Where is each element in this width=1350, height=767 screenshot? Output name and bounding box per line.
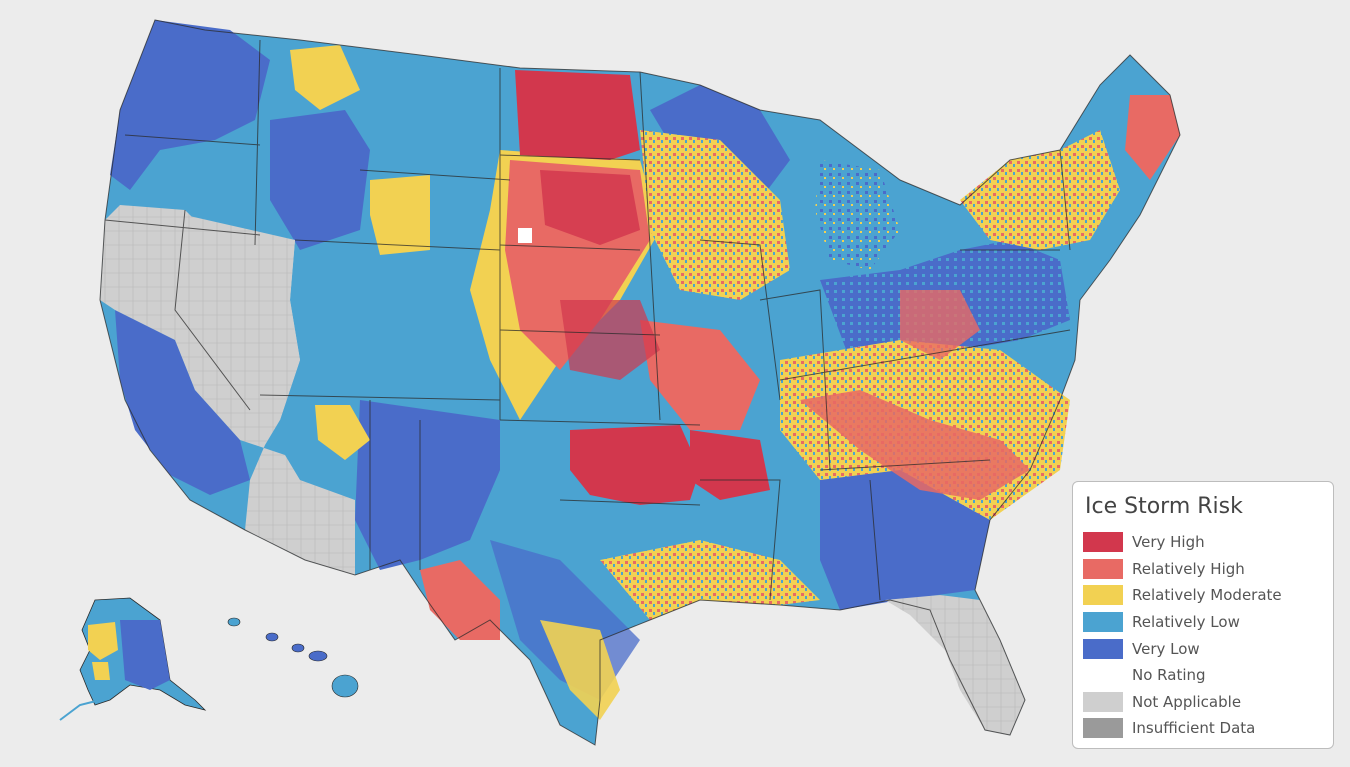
region-very-high-kansas [560,300,660,380]
legend-swatch [1083,532,1123,553]
region-moderate-arizona [315,405,370,460]
legend-label: Relatively High [1132,559,1245,578]
region-very-low-southwest [355,400,500,570]
legend-swatch [1083,558,1123,579]
legend-item: Very Low [1083,635,1323,662]
legend-label: Not Applicable [1132,692,1242,711]
legend-label: Very Low [1132,639,1200,658]
legend-swatch [1083,638,1123,659]
legend-title: Ice Storm Risk [1085,494,1243,519]
legend-item: Relatively Low [1083,609,1323,636]
legend-item: Not Applicable [1083,689,1323,716]
region-very-low-michigan [815,160,900,270]
legend-label: No Rating [1132,666,1206,685]
region-very-high-south-dakota [540,170,640,245]
legend-swatch [1083,691,1123,712]
region-very-high-arkansas [690,430,770,500]
region-relatively-high-ohio [900,290,980,360]
legend-swatch [1083,585,1123,606]
region-very-low-pacific [110,20,270,190]
region-relatively-high-west-texas [420,560,500,640]
legend-label: Very High [1132,533,1205,552]
legend-swatch [1083,612,1123,633]
region-very-low-california [115,310,250,495]
alaska-moderate-south [92,662,110,680]
legend-label: Insufficient Data [1132,719,1256,738]
legend-item: Relatively High [1083,556,1323,583]
alaska-aleutian [59,699,101,721]
legend-swatch [1083,665,1123,686]
region-very-low-southeast [820,470,990,610]
legend-item: Insufficient Data [1083,715,1323,742]
legend-item: Very High [1083,529,1323,556]
region-very-high-north-dakota [515,70,640,160]
region-not-applicable-florida [885,595,1025,735]
legend-items: Very High Relatively High Relatively Moder… [1083,529,1323,742]
region-relatively-high-missouri [640,320,760,430]
region-moderate-montana [290,45,360,110]
hawaii [227,617,359,698]
legend-swatch [1083,718,1123,739]
legend-item: Relatively Moderate [1083,582,1323,609]
region-moderate-midwest [640,130,790,300]
region-relatively-high-maine [1125,95,1180,180]
region-very-low-idaho [270,110,370,250]
state-borders [99,19,1181,746]
alaska-very-low [120,620,170,690]
region-relatively-high-appalachia [800,390,1030,500]
legend-label: Relatively Low [1132,613,1240,632]
legend-item: No Rating [1083,662,1323,689]
alaska-moderate [88,622,118,660]
region-not-applicable-nevada [175,215,300,420]
region-moderate-wyoming [370,175,430,255]
legend-label: Relatively Moderate [1132,586,1282,605]
region-no-rating [518,228,532,243]
region-very-high-oklahoma [570,425,700,505]
region-moderate-northeast [960,130,1120,250]
region-moderate-gulf [600,540,820,620]
map-legend: Ice Storm Risk Very High Relatively High R… [1072,481,1334,749]
